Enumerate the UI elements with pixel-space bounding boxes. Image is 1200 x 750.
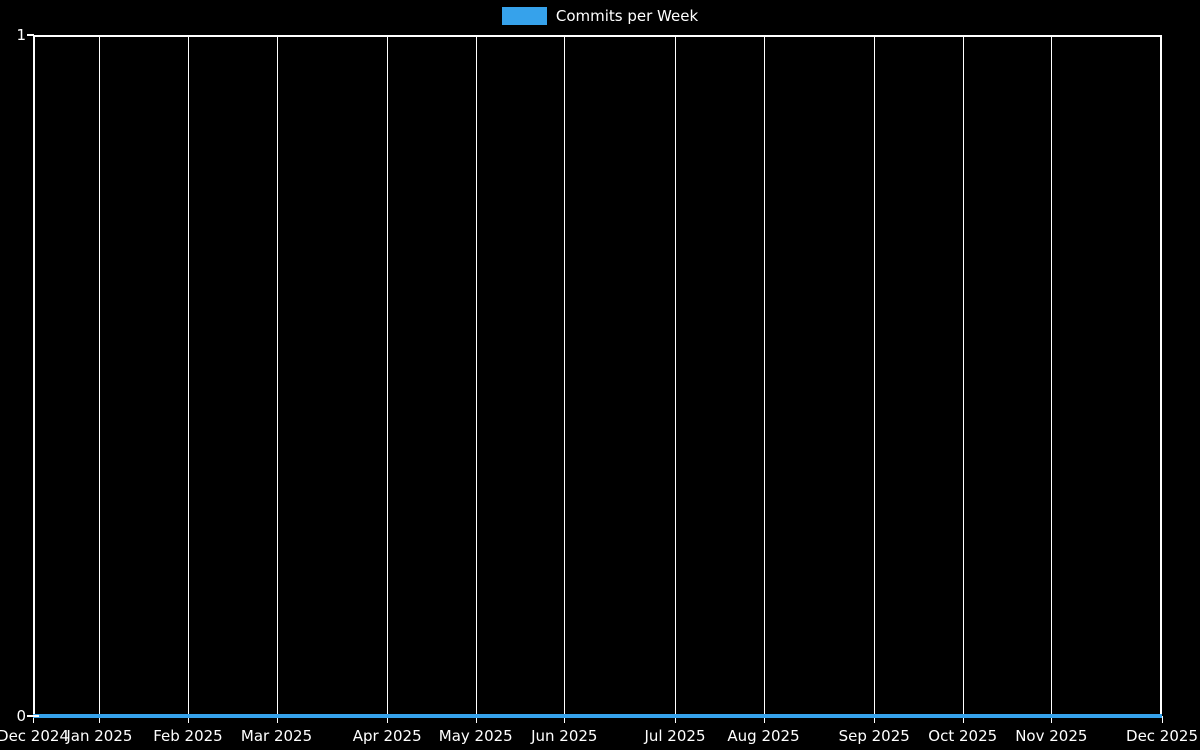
gridline-feb-2025 — [187, 35, 189, 716]
legend-label: Commits per Week — [555, 7, 699, 25]
x-gridlines — [33, 35, 1162, 716]
x-tick-mark — [1051, 716, 1053, 723]
x-tick-mark — [33, 716, 34, 723]
x-axis-tick-label: May 2025 — [438, 727, 513, 745]
x-axis-tick-label: Jul 2025 — [644, 727, 706, 745]
gridline-aug-2025 — [763, 35, 765, 716]
x-tick-mark — [276, 716, 278, 723]
x-axis-tick-label: Nov 2025 — [1015, 727, 1088, 745]
gridline-may-2025 — [475, 35, 477, 716]
x-axis-tick-label: Jan 2025 — [66, 727, 133, 745]
x-axis-tick-label: Mar 2025 — [240, 727, 313, 745]
y-axis-tick-label-min: 0 — [16, 707, 26, 725]
x-tick-mark — [674, 716, 676, 723]
x-axis-tick-label: Oct 2025 — [928, 727, 998, 745]
y-tick-mark-min — [27, 715, 39, 717]
x-tick-marks — [33, 716, 1163, 723]
x-axis-tick-label: Jun 2025 — [531, 727, 598, 745]
x-tick-mark — [387, 716, 389, 723]
y-axis-tick-label-max: 1 — [16, 26, 26, 44]
plot-area — [33, 35, 1162, 716]
x-tick-mark — [475, 716, 477, 723]
y-tick-mark-max — [27, 34, 34, 36]
gridline-sep-2025 — [874, 35, 876, 716]
gridline-jul-2025 — [674, 35, 676, 716]
x-tick-mark — [187, 716, 189, 723]
x-tick-mark — [99, 716, 101, 723]
legend-item-commits[interactable]: Commits per Week — [501, 7, 699, 25]
x-axis-tick-label: Dec 2025 — [1126, 727, 1198, 745]
x-tick-mark — [962, 716, 964, 723]
x-tick-mark — [564, 716, 566, 723]
gridline-nov-2025 — [1051, 35, 1053, 716]
commits-data-line — [33, 714, 1162, 718]
x-tick-mark — [874, 716, 876, 723]
chart-legend: Commits per Week — [0, 7, 1200, 25]
x-axis-tick-label: Apr 2025 — [352, 727, 422, 745]
x-axis-tick-label: Sep 2025 — [838, 727, 910, 745]
x-axis-tick-label: Aug 2025 — [727, 727, 800, 745]
x-axis-tick-label: Feb 2025 — [153, 727, 223, 745]
gridline-mar-2025 — [276, 35, 278, 716]
gridline-jan-2025 — [99, 35, 101, 716]
x-axis-tick-label: Dec 2024 — [0, 727, 69, 745]
gridline-apr-2025 — [387, 35, 389, 716]
x-tick-mark — [763, 716, 765, 723]
legend-swatch-icon — [501, 7, 547, 25]
gridline-oct-2025 — [962, 35, 964, 716]
x-axis-labels: Dec 2024 Jan 2025 Feb 2025 Mar 2025 Apr 2025… — [0, 727, 1198, 747]
gridline-jun-2025 — [564, 35, 566, 716]
x-tick-mark — [1162, 716, 1163, 723]
